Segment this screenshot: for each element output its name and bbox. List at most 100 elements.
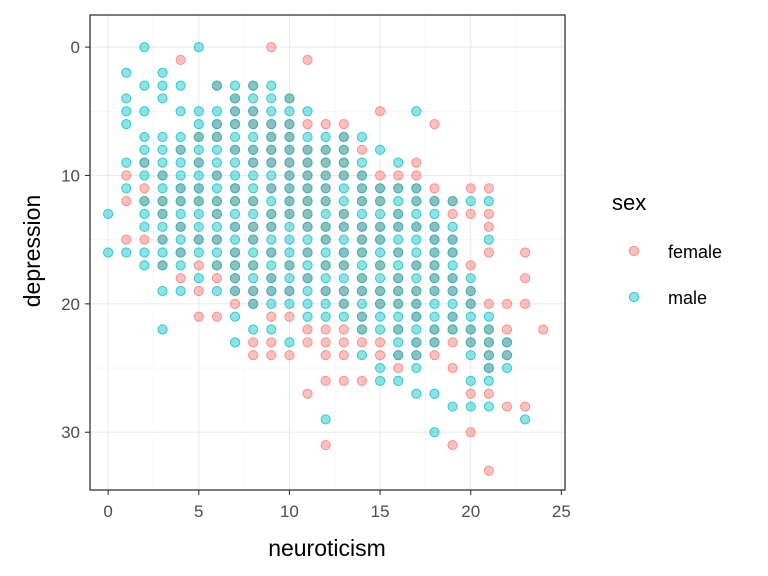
- point-male: [229, 273, 241, 284]
- point-male: [121, 247, 132, 258]
- point-male: [284, 106, 295, 117]
- point-male: [320, 131, 331, 143]
- point-male: [429, 337, 440, 348]
- legend-label-male: male: [668, 288, 707, 308]
- point-male: [211, 80, 223, 91]
- point-male: [483, 311, 494, 322]
- point-male: [284, 119, 295, 130]
- point-female: [501, 401, 513, 412]
- point-male: [465, 337, 476, 348]
- point-male: [429, 234, 440, 245]
- point-male: [248, 324, 259, 335]
- point-male: [139, 144, 150, 155]
- point-male: [211, 234, 223, 245]
- point-male: [211, 106, 223, 117]
- point-male: [411, 311, 422, 322]
- point-male: [338, 285, 349, 297]
- point-male: [175, 157, 186, 168]
- point-male: [266, 324, 277, 335]
- point-female: [338, 119, 349, 130]
- point-male: [302, 196, 313, 207]
- point-male: [356, 221, 368, 232]
- x-tick-label: 15: [371, 502, 390, 521]
- point-male: [229, 311, 241, 322]
- point-male: [266, 260, 277, 271]
- point-male: [356, 260, 368, 271]
- point-male: [447, 221, 458, 232]
- point-male: [175, 208, 186, 220]
- point-male: [393, 375, 404, 386]
- point-male: [429, 311, 440, 322]
- point-male: [302, 221, 313, 232]
- point-male: [483, 337, 494, 348]
- point-female: [302, 337, 313, 348]
- point-female: [520, 401, 531, 412]
- point-male: [248, 80, 259, 91]
- point-male: [374, 144, 386, 155]
- point-male: [266, 157, 277, 168]
- point-male: [284, 208, 295, 220]
- point-male: [302, 247, 313, 258]
- point-male: [411, 388, 422, 399]
- point-male: [284, 93, 295, 104]
- point-female: [266, 41, 277, 53]
- point-male: [356, 196, 368, 207]
- point-male: [483, 196, 494, 207]
- point-female: [302, 54, 313, 66]
- point-male: [175, 285, 186, 297]
- point-male: [229, 157, 241, 168]
- point-female: [520, 247, 531, 258]
- point-female: [447, 208, 458, 220]
- point-male: [501, 362, 513, 374]
- point-female: [356, 337, 368, 348]
- point-male: [284, 170, 295, 181]
- point-male: [356, 131, 368, 143]
- point-male: [393, 311, 404, 322]
- point-male: [284, 221, 295, 232]
- point-male: [266, 144, 277, 155]
- point-female: [356, 375, 368, 386]
- y-axis-title: depression: [19, 195, 45, 308]
- point-male: [411, 196, 422, 207]
- point-male: [248, 221, 259, 232]
- point-male: [211, 247, 223, 258]
- point-male: [302, 311, 313, 322]
- point-male: [302, 106, 313, 117]
- point-male: [447, 401, 458, 412]
- point-male: [338, 170, 349, 181]
- point-male: [465, 298, 476, 309]
- point-female: [538, 324, 549, 335]
- point-female: [483, 247, 494, 258]
- point-male: [393, 260, 404, 271]
- point-male: [248, 183, 259, 194]
- point-male: [266, 119, 277, 130]
- point-female: [320, 375, 331, 386]
- x-tick-label: 10: [280, 502, 299, 521]
- point-male: [393, 157, 404, 168]
- x-tick-label: 0: [103, 502, 112, 521]
- point-male: [157, 208, 168, 220]
- point-male: [356, 298, 368, 309]
- point-male: [393, 273, 404, 284]
- point-male: [211, 157, 223, 168]
- point-male: [447, 260, 458, 271]
- point-male: [211, 221, 223, 232]
- y-tick-label: 0: [71, 38, 80, 57]
- point-male: [229, 93, 241, 104]
- point-male: [248, 247, 259, 258]
- point-male: [447, 247, 458, 258]
- point-male: [139, 157, 150, 168]
- point-female: [374, 337, 386, 348]
- point-male: [193, 106, 204, 117]
- point-male: [139, 131, 150, 143]
- point-male: [193, 234, 204, 245]
- point-male: [266, 183, 277, 194]
- point-female: [483, 183, 494, 194]
- minor-gridlines: [90, 15, 565, 490]
- point-male: [193, 247, 204, 258]
- point-male: [411, 285, 422, 297]
- point-male: [139, 170, 150, 181]
- point-male: [302, 260, 313, 271]
- point-male: [193, 144, 204, 155]
- point-male: [229, 131, 241, 143]
